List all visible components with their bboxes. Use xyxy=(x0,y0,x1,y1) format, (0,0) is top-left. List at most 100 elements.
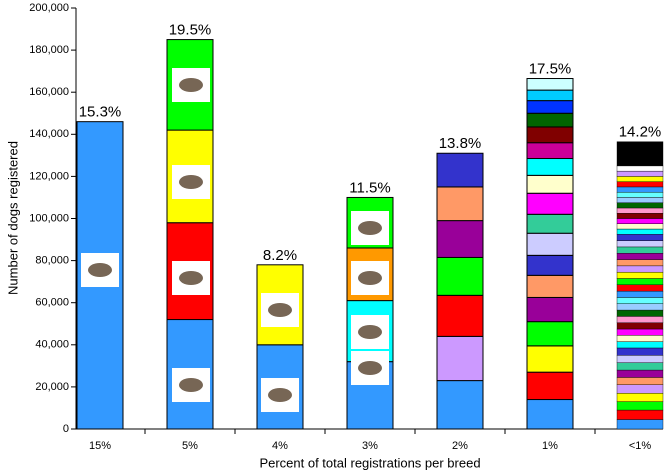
breed-image xyxy=(268,303,292,317)
bar-segment xyxy=(436,256,484,296)
bar-segment xyxy=(526,78,574,91)
bar-total-label: 15.3% xyxy=(79,104,122,121)
bar-segment xyxy=(616,191,664,198)
bar-total-label: 13.8% xyxy=(439,135,482,152)
y-tick-label: 100,000 xyxy=(29,212,69,224)
y-tick-label: 140,000 xyxy=(29,128,69,140)
bar-segment xyxy=(616,228,664,235)
breed-image xyxy=(358,361,382,375)
breed-image xyxy=(179,78,203,92)
bar-segment xyxy=(616,141,664,167)
x-tick-label: 1% xyxy=(542,440,558,452)
y-tick-label: 0 xyxy=(63,423,69,435)
y-tick-label: 20,000 xyxy=(35,381,69,393)
bar-segment xyxy=(616,246,664,254)
x-tick-label: 3% xyxy=(362,440,378,452)
bar-segment xyxy=(436,294,484,337)
bar-segment xyxy=(616,290,664,298)
bar-segment xyxy=(616,186,664,193)
breed-image xyxy=(358,325,382,339)
x-axis-title: Percent of total registrations per breed xyxy=(259,455,480,470)
bar-segment xyxy=(616,419,664,430)
bar-segment xyxy=(616,234,664,241)
bar-segment xyxy=(526,158,574,176)
y-tick-label: 80,000 xyxy=(35,255,69,267)
bar-segment xyxy=(616,393,664,402)
y-tick-label: 180,000 xyxy=(29,44,69,56)
x-tick-label: 15% xyxy=(89,440,111,452)
bar-segment xyxy=(616,181,664,188)
bar-segment xyxy=(616,278,664,286)
breed-image xyxy=(179,175,203,189)
bar-segment xyxy=(616,271,664,279)
bar-segment xyxy=(526,142,574,160)
bar-total-label: 8.2% xyxy=(263,247,297,264)
y-tick-label: 120,000 xyxy=(29,170,69,182)
bar-segment xyxy=(526,126,574,144)
bar-total-label: 14.2% xyxy=(619,124,662,141)
breed-image xyxy=(268,388,292,402)
bar-segment xyxy=(616,253,664,260)
y-tick-label: 160,000 xyxy=(29,86,69,98)
bar-segment xyxy=(436,152,484,188)
bar-segment xyxy=(616,170,664,177)
bar-segment xyxy=(616,401,664,411)
bar-segment xyxy=(616,213,664,219)
bar-segment xyxy=(616,335,664,342)
bar-segment xyxy=(616,284,664,292)
bar-segment xyxy=(526,112,574,128)
breed-image xyxy=(179,271,203,285)
bar-segment xyxy=(616,369,664,378)
bar-segment xyxy=(616,347,664,356)
bar-segment xyxy=(616,309,664,317)
bar-segment xyxy=(526,399,574,430)
bar-segment xyxy=(616,297,664,304)
bar-segment xyxy=(616,409,664,420)
bar-segment xyxy=(616,218,664,224)
x-tick-label: 2% xyxy=(452,440,468,452)
bar-segment xyxy=(526,174,574,194)
bar-segment xyxy=(526,232,574,256)
bar-segment xyxy=(616,176,664,182)
y-tick-label: 200,000 xyxy=(29,2,69,14)
bar-segment xyxy=(616,265,664,273)
bar-total-label: 11.5% xyxy=(349,179,390,196)
bar-segment xyxy=(526,100,574,114)
bar-segment xyxy=(616,355,664,363)
bar-segment xyxy=(616,197,664,203)
bar-segment xyxy=(616,316,664,323)
bar-segment xyxy=(616,362,664,371)
bar-segment xyxy=(616,322,664,330)
bar-segment xyxy=(526,213,574,234)
bar-segment xyxy=(616,328,664,336)
bar-segment xyxy=(526,296,574,323)
x-tick-label: 5% xyxy=(182,440,198,452)
bar-segment xyxy=(526,89,574,102)
bar-segment xyxy=(436,335,484,382)
bar-segment xyxy=(436,380,484,430)
bar-total-label: 19.5% xyxy=(169,22,212,39)
y-tick-label: 40,000 xyxy=(35,339,69,351)
bar-segment xyxy=(616,303,664,311)
bar-segment xyxy=(616,223,664,230)
x-tick-label: 4% xyxy=(272,440,288,452)
bar-segment xyxy=(436,186,484,222)
bar-segment xyxy=(616,202,664,209)
bar-segment xyxy=(526,345,574,373)
breed-image xyxy=(358,271,382,285)
bar-segment xyxy=(526,321,574,347)
bar-segment xyxy=(526,192,574,215)
bar-segment xyxy=(616,240,664,248)
x-tick-label: <1% xyxy=(629,440,652,452)
bar-segment xyxy=(526,274,574,298)
breed-image xyxy=(88,263,112,277)
bar-segment xyxy=(436,220,484,258)
y-axis-title: Number of dogs registered xyxy=(5,141,20,295)
breed-image xyxy=(179,378,203,392)
y-tick-label: 60,000 xyxy=(35,297,69,309)
breed-image xyxy=(358,221,382,235)
bar-total-label: 17.5% xyxy=(529,60,572,77)
bar-segment xyxy=(616,384,664,394)
bar-segment xyxy=(526,371,574,401)
